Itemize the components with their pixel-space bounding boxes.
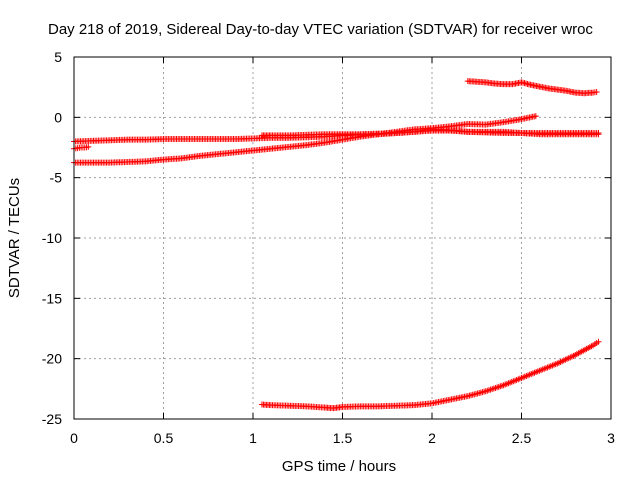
x-tick-label: 3	[607, 430, 615, 446]
data-point	[85, 143, 92, 150]
data-point	[595, 338, 602, 345]
y-tick-label: -20	[42, 351, 62, 367]
series-satellite-f	[71, 143, 92, 152]
series-satellite-d	[464, 78, 600, 97]
chart-title: Day 218 of 2019, Sidereal Day-to-day VTE…	[48, 21, 593, 38]
grid	[74, 57, 611, 419]
x-axis-label: GPS time / hours	[282, 458, 396, 475]
y-tick-label: 5	[54, 49, 62, 65]
x-tick-label: 0	[70, 430, 78, 446]
x-tick-label: 1.5	[333, 430, 353, 446]
y-tick-label: -15	[42, 290, 62, 306]
x-tick-label: 1	[249, 430, 257, 446]
y-axis-label: SDTVAR / TECUs	[6, 178, 23, 298]
x-tick-label: 0.5	[154, 430, 174, 446]
x-tick-label: 2	[428, 430, 436, 446]
y-tick-label: -10	[42, 230, 62, 246]
data-point	[593, 88, 600, 95]
x-tick-label: 2.5	[512, 430, 532, 446]
axis-ticks: 0 0.5 1 1.5 2 2.5 3 5 0 -5 -10 -15 -20 -25	[42, 49, 615, 446]
data-point	[532, 113, 539, 120]
y-tick-label: -5	[50, 170, 63, 186]
data-point	[595, 131, 602, 138]
series-satellite-e	[258, 338, 602, 412]
y-tick-label: -25	[42, 411, 62, 427]
data-points	[71, 78, 602, 412]
y-tick-label: 0	[54, 109, 62, 125]
series-satellite-c	[258, 126, 602, 139]
